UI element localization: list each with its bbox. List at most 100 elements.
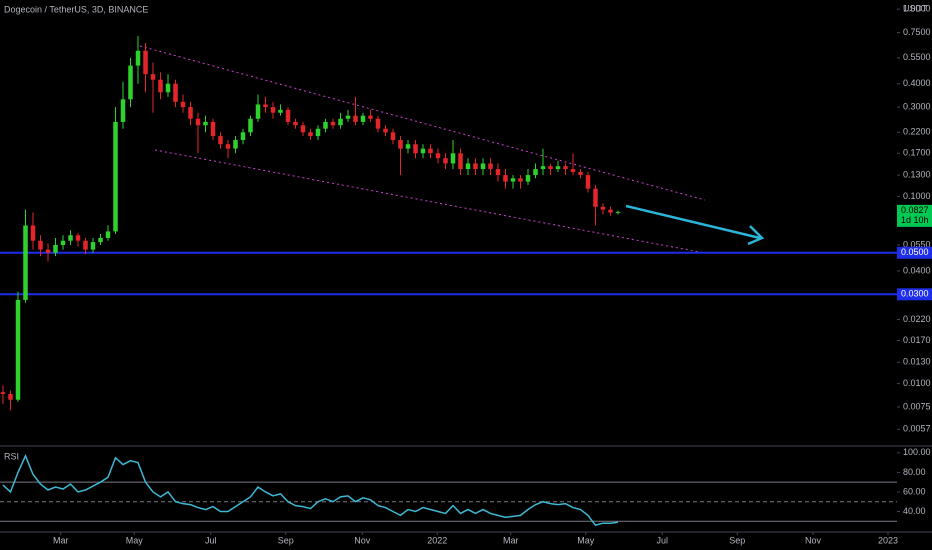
candle-body: [525, 175, 531, 182]
candle-body: [338, 118, 343, 126]
y-tick-label: 0.4000: [903, 78, 931, 88]
y-tick-label: 0.5500: [903, 52, 931, 62]
candle-body: [608, 209, 613, 213]
y-tick-label: 0.2200: [903, 127, 931, 137]
candle-body: [0, 392, 6, 395]
candle-body: [503, 175, 508, 182]
candle-body: [210, 121, 216, 137]
x-tick-label: Nov: [805, 535, 822, 545]
candle-body: [413, 144, 418, 154]
candle-body: [188, 107, 193, 119]
candle-body: [203, 121, 208, 126]
candle-body: [75, 235, 81, 241]
level-label: 0.0300: [901, 289, 929, 299]
candle-body: [225, 144, 231, 149]
candle-body: [53, 245, 58, 253]
candle-body: [23, 225, 28, 300]
x-tick-label: May: [577, 535, 595, 545]
candle-body: [113, 121, 118, 232]
y-tick-label: 0.1300: [903, 169, 931, 179]
candle-body: [390, 132, 396, 141]
candle-body: [15, 299, 21, 400]
y-tick-label: 0.0100: [903, 378, 931, 388]
candle-body: [263, 104, 268, 108]
y-tick-label: 0.3000: [903, 101, 931, 111]
candle-body: [150, 74, 156, 80]
candle-body: [398, 140, 403, 149]
candle-body: [158, 79, 163, 93]
candle-body: [98, 237, 103, 243]
candle-body: [443, 158, 448, 164]
y-tick-label: 0.0075: [903, 401, 931, 411]
candle-body: [135, 50, 141, 66]
last-price-label: 0.0827: [901, 205, 929, 215]
candle-body: [518, 178, 523, 182]
candle-body: [233, 140, 238, 149]
y-tick-label: 0.1000: [903, 191, 931, 201]
candle-body: [195, 118, 201, 126]
candle-body: [323, 121, 328, 129]
candle-body: [315, 128, 321, 137]
channel-lower: [154, 149, 706, 254]
candle-body: [38, 240, 43, 250]
candle-body: [375, 118, 381, 129]
candle-body: [128, 65, 133, 100]
candle-body: [330, 121, 336, 126]
candle-body: [555, 166, 561, 170]
candle-body: [360, 115, 366, 122]
level-label-box: [897, 246, 932, 259]
candle-body: [473, 163, 478, 170]
candle-body: [593, 188, 598, 207]
candle-body: [8, 394, 13, 400]
y-tick-label: 0.1700: [903, 148, 931, 158]
candle-body: [105, 231, 111, 238]
candle-body: [450, 153, 456, 164]
candle-body: [240, 132, 246, 141]
rsi-line: [2, 453, 619, 527]
candle-body: [465, 163, 471, 170]
candle-body: [615, 211, 621, 213]
candle-body: [285, 109, 291, 122]
y-tick-label: 40.00: [903, 506, 926, 516]
candle-body: [255, 104, 261, 119]
arrow-head: [747, 225, 765, 246]
candle-body: [270, 107, 276, 113]
y-tick-label: 0.0130: [903, 357, 931, 367]
candle-body: [45, 249, 51, 253]
y-tick-label: 0.0400: [903, 265, 931, 275]
chart-title: Dogecoin / TetherUS, 3D, BINANCE: [4, 4, 148, 14]
candle-body: [488, 163, 493, 170]
candle-body: [278, 109, 283, 113]
x-tick-label: Jul: [205, 535, 217, 545]
candle-body: [180, 101, 186, 108]
candle-body: [345, 115, 351, 119]
candle-body: [570, 169, 576, 173]
candle-body: [600, 206, 606, 210]
arrow: [625, 204, 761, 240]
candle-body: [585, 175, 591, 189]
x-tick-label: Sep: [278, 535, 294, 545]
candle-body: [308, 132, 313, 137]
y-tick-label: 100.00: [903, 447, 931, 457]
candle-body: [165, 83, 171, 93]
candle-body: [300, 125, 306, 133]
candle-body: [218, 136, 223, 145]
candle-body: [368, 115, 373, 119]
candle-body: [383, 128, 388, 133]
candle-body: [578, 172, 583, 176]
candle-body: [83, 240, 88, 250]
y-tick-label: 1.0000: [903, 4, 931, 14]
x-tick-label: Jul: [656, 535, 668, 545]
x-tick-label: 2023: [878, 535, 898, 545]
x-tick-label: 2022: [427, 535, 447, 545]
candle-body: [495, 169, 501, 176]
y-tick-label: 60.00: [903, 486, 926, 496]
y-tick-label: 80.00: [903, 467, 926, 477]
last-price-box: [897, 204, 932, 227]
rsi-title: RSI: [4, 451, 19, 461]
countdown: 1d 10h: [901, 215, 929, 225]
x-tick-label: Mar: [53, 535, 69, 545]
candle-body: [480, 163, 486, 170]
